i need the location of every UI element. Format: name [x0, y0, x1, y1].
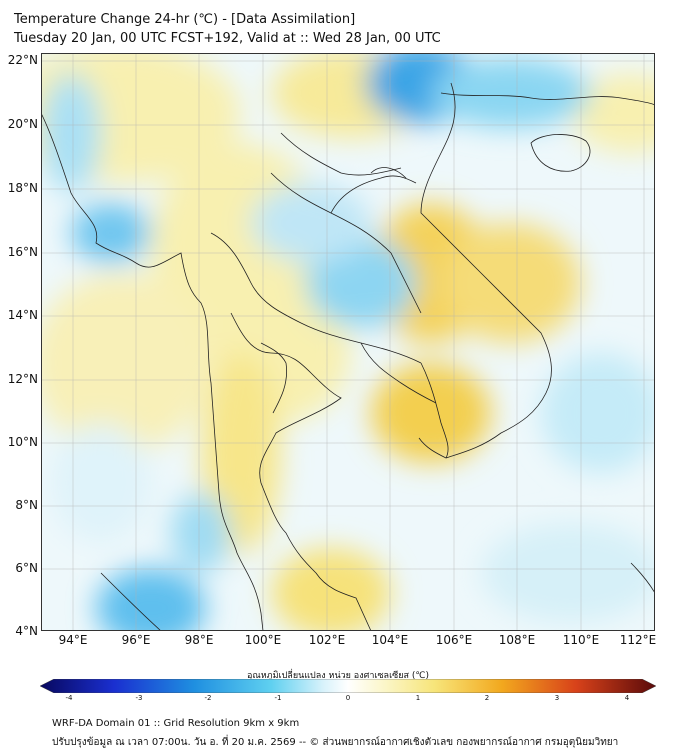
lat-label-6n: 6°N — [15, 561, 38, 575]
colorbar-tick-0: 0 — [345, 694, 351, 702]
colorbar-tick-neg1: -1 — [274, 694, 282, 702]
colorbar-tick-1: 1 — [415, 694, 421, 702]
lat-label-20n: 20°N — [7, 117, 38, 131]
lon-label-104e: 104°E — [371, 633, 409, 647]
lat-label-4n: 4°N — [15, 624, 38, 638]
lat-label-16n: 16°N — [7, 245, 38, 259]
lat-label-14n: 14°N — [7, 308, 38, 322]
footer-update-info: ปรับปรุงข้อมูล ณ เวลา 07:00น. วัน อ. ที่… — [52, 737, 619, 748]
lat-label-8n: 8°N — [15, 498, 38, 512]
lon-label-110e: 110°E — [562, 633, 600, 647]
colorbar-tick-2: 2 — [484, 694, 490, 702]
lon-label-112e: 112°E — [619, 633, 657, 647]
lat-label-22n: 22°N — [7, 53, 38, 67]
colorbar-tick-4: 4 — [624, 694, 630, 702]
map-title: Temperature Change 24-hr (℃) - [Data Ass… — [14, 12, 356, 27]
lat-label-18n: 18°N — [7, 181, 38, 195]
lon-label-108e: 108°E — [498, 633, 536, 647]
colorbar-title: อุณหภูมิเปลี่ยนแปลง หน่วย องศาเซลเซียส (… — [246, 671, 430, 681]
lon-label-96e: 96°E — [121, 633, 151, 647]
lat-label-12n: 12°N — [7, 372, 38, 386]
lon-label-106e: 106°E — [435, 633, 473, 647]
lon-label-98e: 98°E — [184, 633, 214, 647]
colorbar-tick-neg3: -3 — [135, 694, 143, 702]
lon-label-100e: 100°E — [244, 633, 282, 647]
colorbar — [40, 679, 656, 693]
lon-label-102e: 102°E — [308, 633, 346, 647]
footer-model-info: WRF-DA Domain 01 :: Grid Resolution 9km … — [52, 718, 300, 729]
colorbar-tick-3: 3 — [554, 694, 560, 702]
colorbar-tick-neg2: -2 — [204, 694, 212, 702]
map-subtitle: Tuesday 20 Jan, 00 UTC FCST+192, Valid a… — [14, 31, 441, 46]
temperature-change-map — [41, 53, 655, 631]
lat-label-10n: 10°N — [7, 435, 38, 449]
colorbar-tick-neg4: -4 — [65, 694, 73, 702]
lon-label-94e: 94°E — [58, 633, 88, 647]
